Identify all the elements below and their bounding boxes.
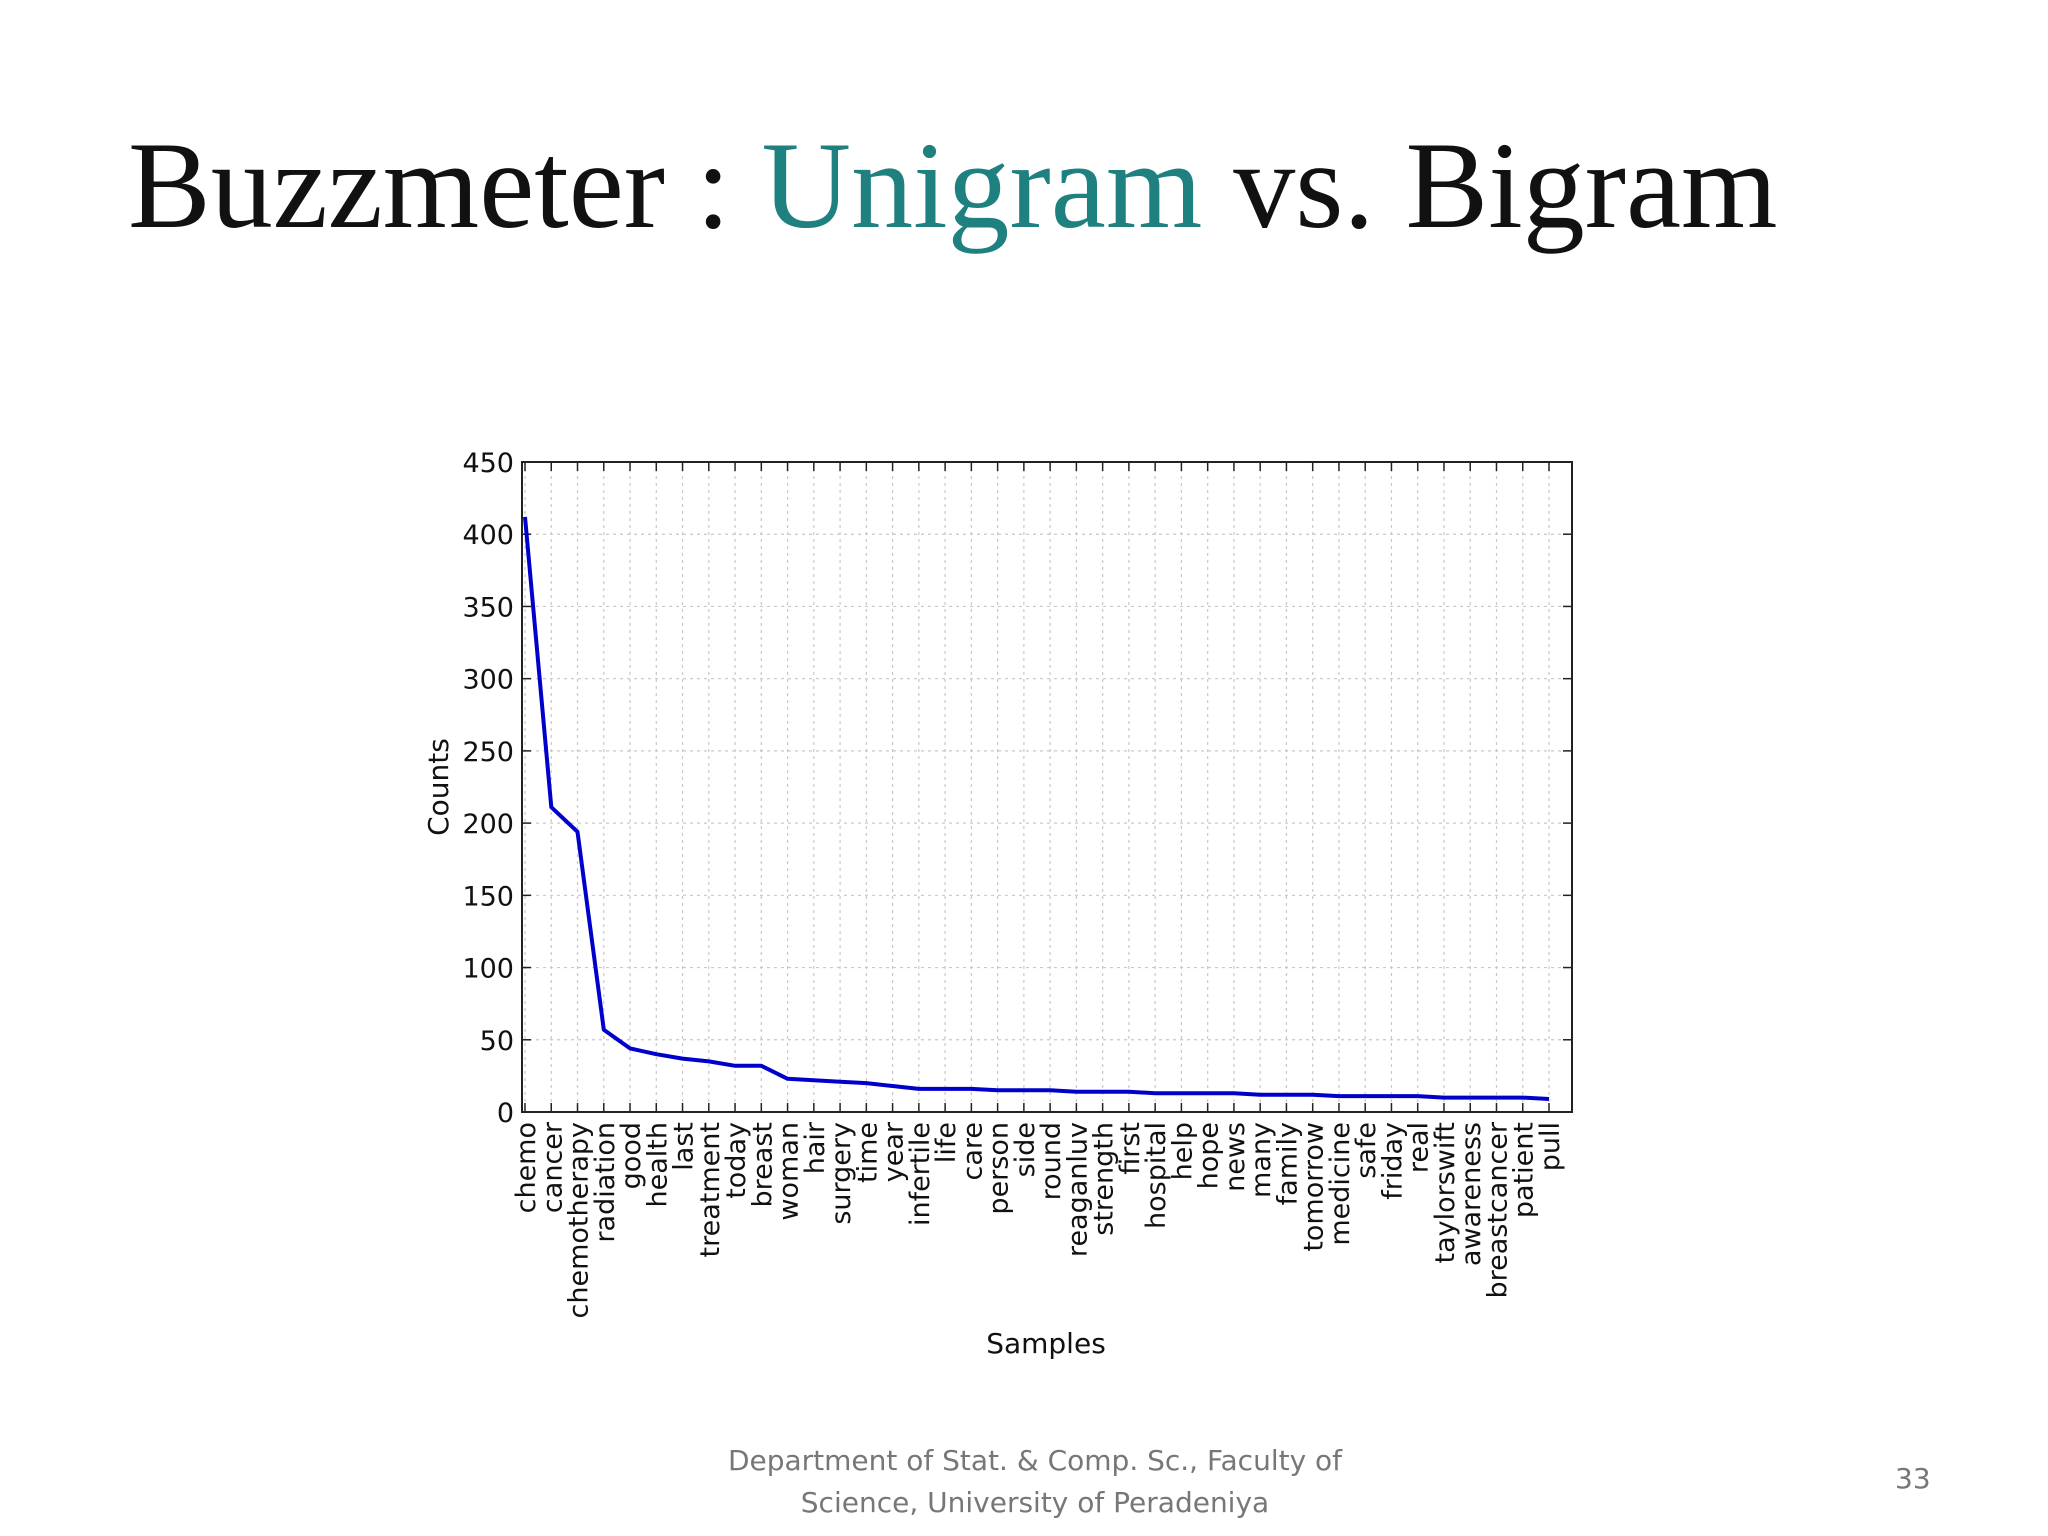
x-tick-label: surgery bbox=[826, 1122, 857, 1225]
x-tick-label: news bbox=[1220, 1122, 1251, 1192]
y-axis-label: Counts bbox=[422, 738, 455, 836]
y-axis: 0 50 100 150 200 250 300 350 400 450 bbox=[462, 448, 1572, 1129]
x-tick-label: round bbox=[1036, 1122, 1067, 1200]
title-part1: Buzzmeter : bbox=[128, 117, 762, 254]
x-tick-label: real bbox=[1404, 1122, 1435, 1173]
x-tick-label: help bbox=[1167, 1122, 1198, 1180]
x-tick-label: breast bbox=[747, 1122, 778, 1207]
x-tick-label: medicine bbox=[1325, 1122, 1356, 1246]
series-line-counts bbox=[523, 516, 1550, 1101]
x-tick-label: care bbox=[957, 1122, 988, 1181]
x-axis-label: Samples bbox=[986, 1327, 1106, 1360]
title-part2: vs. Bigram bbox=[1202, 117, 1778, 254]
x-tick-label: reaganluv bbox=[1062, 1122, 1093, 1257]
slide-title: Buzzmeter : Unigram vs. Bigram bbox=[128, 117, 1778, 254]
y-tick-label: 350 bbox=[462, 592, 514, 623]
y-tick-label: 100 bbox=[462, 954, 514, 985]
x-tick-label: today bbox=[721, 1122, 752, 1199]
x-tick-label: cancer bbox=[537, 1121, 568, 1213]
x-tick-label: hope bbox=[1194, 1122, 1225, 1189]
x-tick-label: time bbox=[852, 1122, 883, 1183]
y-tick-label: 150 bbox=[462, 881, 514, 912]
footer-line-2: Science, University of Peradeniya bbox=[800, 1486, 1270, 1519]
x-tick-label: hair bbox=[800, 1121, 831, 1174]
x-tick-label: chemo bbox=[511, 1122, 542, 1213]
plot-frame bbox=[521, 461, 1573, 1113]
x-tick-label: treatment bbox=[695, 1122, 726, 1257]
footer-line-1: Department of Stat. & Comp. Sc., Faculty… bbox=[727, 1444, 1343, 1477]
x-tick-label: taylorswift bbox=[1430, 1122, 1461, 1264]
x-tick-label: patient bbox=[1509, 1122, 1540, 1218]
y-tick-label: 400 bbox=[462, 520, 514, 551]
title-accent: Unigram bbox=[761, 117, 1203, 254]
y-tick-label: 0 bbox=[497, 1098, 514, 1129]
x-tick-label: life bbox=[931, 1122, 962, 1163]
x-tick-label: person bbox=[984, 1122, 1015, 1215]
x-axis: chemocancerchemotherapyradiationgoodheal… bbox=[511, 462, 1566, 1318]
x-tick-label: awareness bbox=[1456, 1122, 1487, 1266]
x-tick-label: good bbox=[616, 1122, 647, 1189]
chart-series bbox=[523, 516, 1550, 1101]
x-tick-label: chemotherapy bbox=[564, 1122, 595, 1318]
x-tick-label: strength bbox=[1089, 1122, 1120, 1236]
x-tick-label: family bbox=[1272, 1122, 1303, 1205]
y-tick-label: 200 bbox=[462, 809, 514, 840]
x-tick-label: tomorrow bbox=[1299, 1122, 1330, 1252]
x-tick-label: infertile bbox=[905, 1122, 936, 1226]
x-tick-label: year bbox=[879, 1121, 910, 1182]
x-tick-label: woman bbox=[774, 1122, 805, 1221]
x-tick-label: radiation bbox=[590, 1122, 621, 1243]
chart-grid bbox=[522, 462, 1572, 1112]
x-tick-label: friday bbox=[1377, 1122, 1408, 1200]
y-tick-label: 450 bbox=[462, 448, 514, 479]
x-tick-label: breastcancer bbox=[1482, 1121, 1513, 1298]
page-number: 33 bbox=[1895, 1462, 1931, 1495]
x-tick-label: many bbox=[1246, 1122, 1277, 1198]
y-tick-label: 300 bbox=[462, 665, 514, 696]
slide-footer: Department of Stat. & Comp. Sc., Faculty… bbox=[640, 1440, 1430, 1524]
x-tick-label: safe bbox=[1351, 1122, 1382, 1179]
x-tick-label: side bbox=[1010, 1122, 1041, 1177]
y-tick-label: 250 bbox=[462, 737, 514, 768]
x-tick-label: pull bbox=[1535, 1122, 1566, 1171]
x-tick-label: hospital bbox=[1141, 1122, 1172, 1229]
x-tick-label: last bbox=[669, 1122, 700, 1171]
y-tick-label: 50 bbox=[480, 1026, 514, 1057]
x-tick-label: health bbox=[642, 1122, 673, 1207]
x-tick-label: first bbox=[1115, 1122, 1146, 1175]
